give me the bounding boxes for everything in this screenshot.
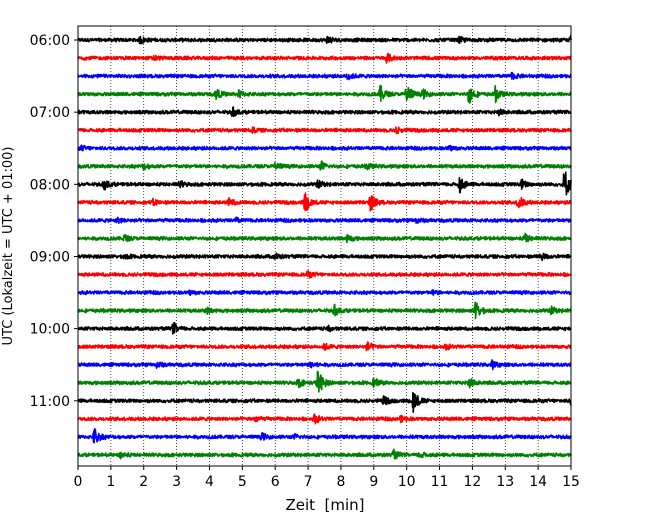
trace-08:15 [77,192,572,212]
x-tick-label: 14 [529,474,547,490]
trace-09:00 [77,252,572,262]
trace-11:30 [77,428,572,444]
x-tick-label: 12 [463,474,481,490]
trace-10:00 [77,321,572,335]
trace-10:45 [77,370,572,393]
x-tick-label: 7 [304,474,313,490]
x-tick-label: 4 [205,474,214,490]
traces [77,34,572,460]
x-tick-label: 2 [139,474,148,490]
x-tick-label: 11 [431,474,449,490]
grid-lines [110,26,539,466]
trace-08:30 [77,216,572,225]
y-tick-label: 07:00 [30,105,70,121]
x-tick-label: 6 [271,474,280,490]
trace-07:00 [77,106,572,118]
trace-11:45 [77,448,572,460]
trace-10:15 [77,341,572,352]
y-tick-label: 09:00 [30,249,70,265]
y-axis-ticks: 06:00 07:00 08:00 09:00 10:00 11:00 [30,33,78,410]
trace-08:45 [77,232,572,244]
x-tick-label: 1 [106,474,115,490]
x-tick-label: 3 [172,474,181,490]
trace-06:30 [77,71,572,81]
y-axis-label: UTC (Lokalzeit = UTC + 01:00) [1,147,16,346]
trace-06:00 [77,34,572,45]
trace-07:15 [77,126,572,135]
trace-07:30 [77,144,572,152]
plot-frame [77,25,572,467]
trace-10:30 [77,359,572,371]
trace-07:45 [77,160,572,171]
x-tick-label: 5 [238,474,247,490]
y-tick-label: 06:00 [30,33,70,49]
x-axis-ticks: 0 1 2 3 4 5 6 7 8 9 10 11 12 13 14 15 [74,466,580,490]
x-tick-label: 13 [496,474,514,490]
y-tick-label: 11:00 [30,394,70,410]
trace-11:00 [77,391,572,414]
x-tick-label: 8 [336,474,345,490]
trace-06:15 [77,52,572,64]
y-tick-label: 10:00 [30,322,70,338]
trace-08:00 [77,171,572,196]
y-tick-label: 08:00 [30,177,70,193]
trace-09:30 [77,288,572,297]
x-tick-label: 9 [369,474,378,490]
trace-06:45 [77,84,572,104]
trace-11:15 [77,413,572,425]
x-tick-label: 0 [74,474,83,490]
trace-09:45 [77,301,572,320]
x-tick-label: 15 [562,474,580,490]
x-tick-label: 10 [398,474,416,490]
trace-09:15 [77,270,572,279]
x-axis-label: Zeit [min] [285,496,364,514]
